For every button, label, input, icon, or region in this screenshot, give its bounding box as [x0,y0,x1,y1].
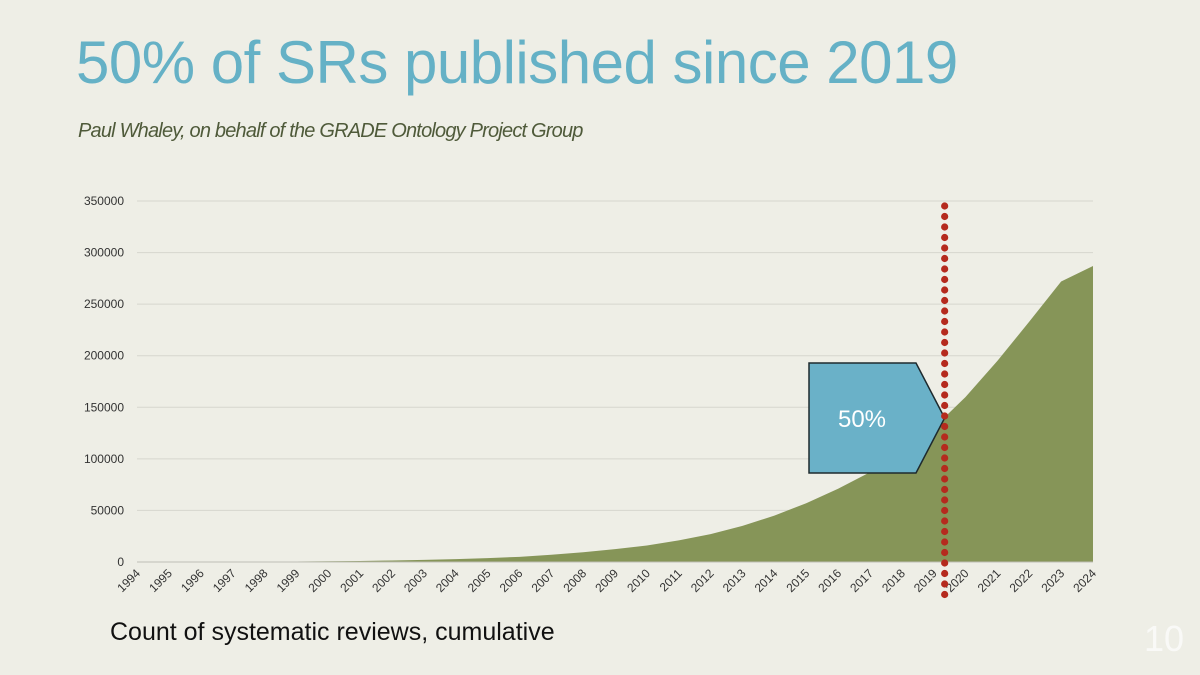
x-tick-label: 2009 [592,566,621,595]
callout-arrow-shape [808,362,946,474]
y-tick-label: 50000 [91,503,125,517]
year-marker-dotted-line [941,202,949,599]
marker-dot [941,590,949,599]
marker-dot [941,286,949,294]
x-tick-label: 2006 [497,566,526,595]
x-tick-label: 2014 [752,566,781,595]
x-tick-label: 2018 [879,566,908,595]
x-tick-label: 2022 [1007,566,1036,595]
x-tick-label: 1999 [274,566,303,595]
x-tick-label: 2010 [624,566,653,595]
x-tick-label: 2023 [1038,566,1067,595]
x-tick-label: 2012 [688,566,717,595]
marker-dot [941,212,949,221]
y-tick-label: 300000 [84,246,124,260]
marker-dot [941,496,949,504]
marker-dot [941,380,949,389]
x-tick-label: 2003 [401,566,430,595]
marker-dot [941,527,949,536]
marker-dot [941,412,949,420]
marker-dot [941,233,949,242]
x-tick-label: 2020 [943,566,972,595]
x-tick-label: 2002 [369,566,398,595]
marker-dot [941,401,949,410]
marker-dot [941,580,949,588]
x-tick-label: 2005 [465,566,494,595]
marker-dot [941,275,949,284]
marker-dot [941,464,949,473]
y-tick-label: 0 [117,555,124,569]
y-axis: 0 50000 100000 150000 200000 250000 300000 3500… [84,194,124,569]
x-axis: 1994 1995 1996 1997 1998 1999 2000 2001 2002 2003… [114,561,1099,595]
marker-dot [941,244,949,252]
slide-number: 10 [1143,618,1184,659]
marker-dot [941,223,949,231]
marker-dot [941,317,949,326]
x-tick-label: 1996 [178,566,207,595]
marker-dot [941,485,949,494]
percentage-callout: 50% [808,362,946,474]
marker-dot [941,338,949,347]
marker-dot [941,296,949,305]
y-tick-label: 350000 [84,194,124,208]
marker-dot [941,422,949,431]
marker-dot [941,538,949,546]
marker-dot [941,443,949,452]
marker-dot [941,265,949,273]
marker-dot [941,349,949,357]
x-tick-label: 1998 [242,566,271,595]
cumulative-area [137,265,1093,562]
x-tick-label: 2004 [433,566,462,595]
x-tick-label: 2024 [1070,566,1099,595]
marker-dot [941,391,949,399]
x-tick-label: 2019 [911,566,940,595]
callout-label: 50% [838,406,886,433]
x-tick-label: 2007 [529,566,558,595]
slide-title: 50% of SRs published since 2019 [76,29,958,96]
marker-dot [941,359,949,368]
marker-dot [941,569,949,578]
marker-dot [941,548,949,557]
x-tick-label: 2008 [560,566,589,595]
marker-dot [941,454,949,462]
marker-dot [941,328,949,336]
x-tick-label: 2013 [720,566,749,595]
x-tick-label: 2000 [306,566,335,595]
x-tick-label: 2001 [337,566,366,595]
x-tick-label: 1997 [210,566,239,595]
x-tick-label: 2021 [975,566,1004,595]
x-tick-label: 2016 [815,566,844,595]
x-tick-label: 2015 [784,566,813,595]
x-tick-label: 1995 [146,566,175,595]
marker-dot [941,433,949,441]
marker-dot [941,307,949,315]
x-tick-label: 2011 [657,566,685,594]
marker-dot [941,254,949,263]
marker-dot [941,370,949,378]
marker-dot [941,475,949,483]
marker-dot [941,506,949,515]
y-tick-label: 200000 [84,349,124,363]
marker-dot [941,559,949,567]
y-tick-label: 100000 [84,452,124,466]
marker-dot [941,202,949,210]
y-tick-label: 250000 [84,297,124,311]
x-tick-label: 1994 [114,566,143,595]
slide-subtitle: Paul Whaley, on behalf of the GRADE Onto… [78,120,583,142]
y-tick-label: 150000 [84,400,124,414]
marker-dot [941,517,949,525]
x-tick-label: 2017 [847,566,876,595]
chart-caption: Count of systematic reviews, cumulative [110,618,555,646]
